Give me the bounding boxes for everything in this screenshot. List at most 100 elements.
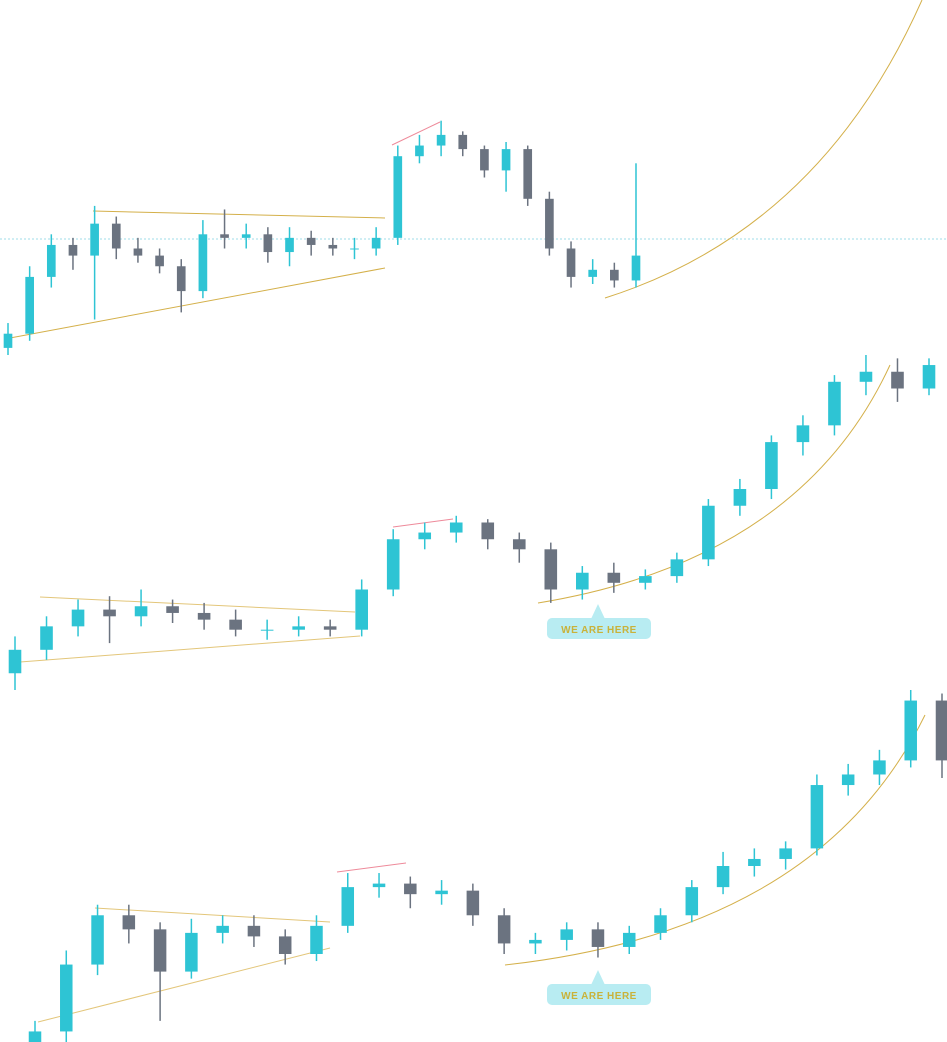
candle-body	[415, 145, 424, 157]
candle-body	[480, 149, 489, 171]
candle-body	[436, 134, 446, 146]
candle-body	[68, 244, 78, 256]
candle-body	[418, 532, 432, 540]
callout-text: WE ARE HERE	[561, 991, 637, 1002]
candle-body	[685, 887, 699, 916]
candle-body	[607, 572, 621, 583]
candle-body	[631, 255, 641, 281]
callout-pointer	[591, 970, 605, 985]
candle-body	[263, 234, 273, 253]
candle-body	[278, 936, 292, 954]
candle-body	[748, 858, 761, 866]
candle-body	[134, 606, 148, 617]
candle-body	[449, 522, 463, 533]
candle-body	[796, 425, 810, 443]
callout	[547, 618, 651, 639]
candle-body	[702, 505, 715, 560]
candle-body	[91, 915, 104, 965]
candle-body	[670, 559, 684, 577]
candle-body	[198, 234, 208, 292]
candle-body	[323, 626, 337, 630]
candle-body	[654, 915, 667, 933]
candle-body	[904, 700, 917, 761]
candle-body	[891, 371, 904, 389]
candle-body	[103, 609, 116, 617]
candle-body	[8, 649, 22, 674]
curve	[504, 714, 926, 966]
trend-line	[9, 267, 386, 339]
candle-body	[90, 223, 99, 256]
trend-line	[39, 596, 356, 613]
candle-body	[466, 890, 480, 916]
candle-body	[765, 442, 778, 489]
candle-body	[285, 237, 294, 253]
divergence-line	[392, 518, 454, 528]
candle-body	[310, 925, 323, 954]
candle-body	[779, 848, 792, 859]
candle-body	[716, 866, 730, 888]
trend-line	[92, 210, 386, 219]
candle-body	[71, 609, 85, 627]
callout-pointer	[591, 604, 605, 619]
candle-body	[216, 925, 229, 933]
candle-body	[25, 276, 34, 334]
candle-body	[355, 589, 368, 630]
candle-body	[497, 915, 511, 944]
candle-body	[328, 244, 338, 249]
candle-body	[133, 248, 143, 256]
candle-body	[60, 964, 73, 1032]
candle-body	[292, 626, 305, 630]
curve	[604, 0, 923, 299]
candle-body	[3, 333, 13, 348]
candle-body	[197, 612, 211, 620]
candle-body	[386, 539, 400, 590]
candle-body	[545, 198, 554, 249]
candle-body	[733, 489, 747, 506]
candle-body	[859, 371, 873, 382]
candle-body	[512, 539, 526, 550]
trend-line	[94, 907, 331, 923]
candle-body	[371, 237, 381, 249]
candle-body	[155, 255, 164, 267]
callout	[547, 984, 651, 1005]
candle-body	[46, 244, 56, 277]
candle-body	[639, 576, 652, 583]
candle-body	[185, 932, 198, 972]
candle-body	[40, 626, 53, 650]
candle-body	[922, 365, 936, 389]
divergence-line	[336, 862, 407, 873]
candle-body	[229, 619, 242, 630]
candle-body	[610, 269, 619, 281]
candle-body	[372, 883, 386, 888]
candle-body	[529, 939, 542, 944]
candle-body	[28, 1031, 42, 1042]
candle-body	[404, 883, 417, 895]
candle-body	[501, 149, 511, 171]
candle-body	[841, 774, 855, 786]
candle-body	[523, 149, 533, 199]
candle-body	[935, 700, 947, 761]
candle-body	[247, 925, 261, 937]
candle-body	[828, 381, 841, 426]
trend-line	[37, 947, 331, 1023]
candle-body	[153, 929, 167, 972]
candle-body	[176, 266, 186, 292]
candle-body	[241, 234, 251, 238]
candle-body	[260, 629, 274, 631]
candle-body	[111, 223, 121, 249]
candle-body	[576, 572, 589, 590]
candle-body	[350, 248, 359, 250]
candle-body	[481, 522, 495, 540]
candle-body	[435, 890, 448, 895]
candle-body	[341, 887, 355, 926]
candle-body	[122, 915, 136, 930]
candle-body	[591, 929, 605, 947]
candle-body	[458, 134, 468, 150]
candle-body	[220, 234, 229, 238]
divergence-line	[391, 121, 441, 146]
candle-body	[393, 156, 403, 238]
candle-body	[560, 929, 573, 940]
callout-text: WE ARE HERE	[561, 625, 637, 636]
candle-body	[566, 248, 576, 277]
